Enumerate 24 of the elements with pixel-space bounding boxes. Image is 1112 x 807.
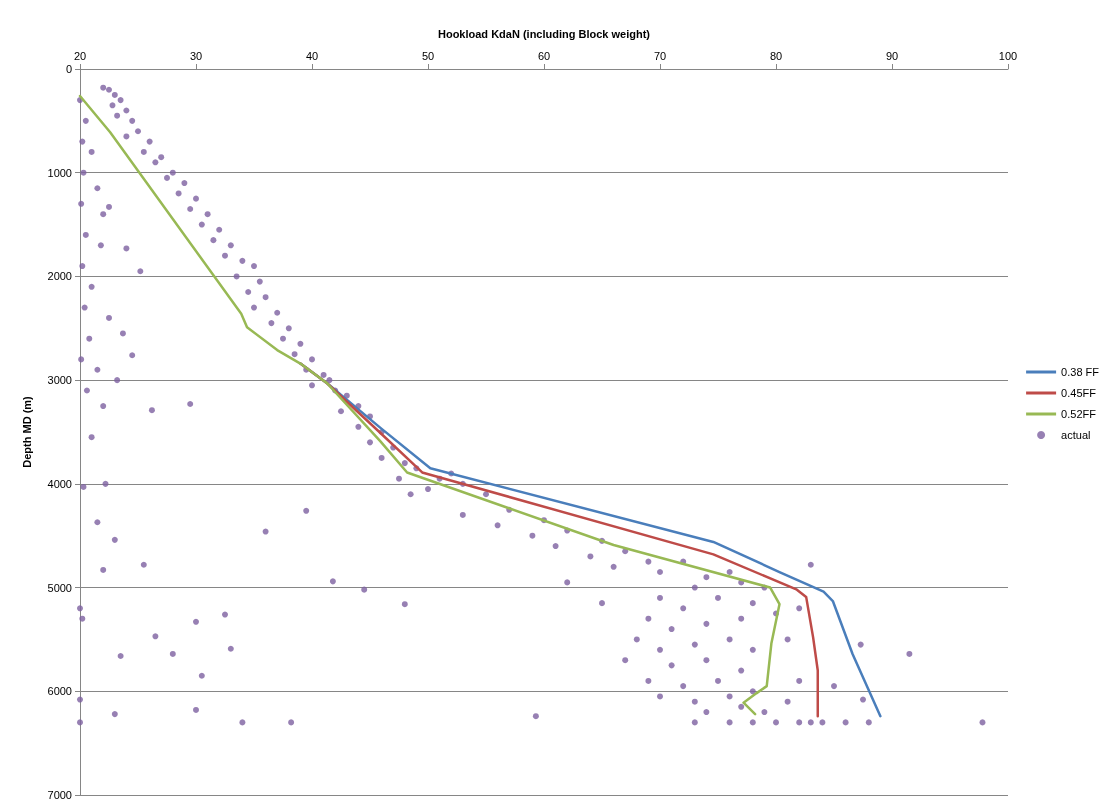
legend-label: 0.38 FF xyxy=(1061,366,1100,378)
x-tick-label: 50 xyxy=(421,49,435,62)
y-tick-label: 2000 xyxy=(47,270,72,283)
x-tick-label: 80 xyxy=(769,49,783,62)
x-tick-label: 20 xyxy=(73,49,87,62)
y-tick-label: 5000 xyxy=(47,581,72,594)
y-axis-title: Depth MD (m) xyxy=(20,395,33,468)
y-tick-label: 6000 xyxy=(47,685,72,698)
x-tick-label: 60 xyxy=(537,49,551,62)
y-tick-label: 0 xyxy=(65,63,72,75)
y-tick-label: 3000 xyxy=(47,374,72,387)
y-tick-label: 4000 xyxy=(47,477,72,490)
x-tick-label: 90 xyxy=(885,49,899,62)
x-tick-label: 100 xyxy=(998,49,1018,62)
x-axis-title: Hookload KdaN (including Block weight) xyxy=(437,27,651,40)
line-series xyxy=(78,94,781,716)
legend-label: 0.45FF xyxy=(1061,387,1097,399)
x-tick-label: 30 xyxy=(189,49,203,62)
legend-label: actual xyxy=(1061,429,1091,441)
y-tick-label: 7000 xyxy=(47,789,72,801)
x-tick-label: 70 xyxy=(653,49,667,62)
y-tick-label: 1000 xyxy=(47,166,72,179)
x-tick-label: 40 xyxy=(305,49,319,62)
legend-label: 0.52FF xyxy=(1061,408,1097,420)
